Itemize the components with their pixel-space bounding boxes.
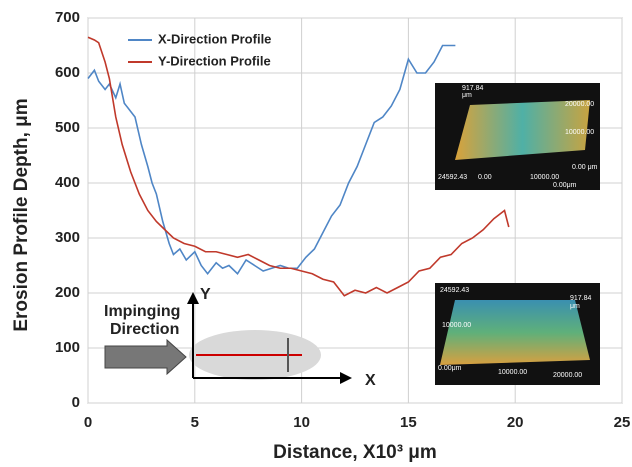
inset-label: 20000.00 xyxy=(553,372,582,379)
inset-label: 917.84 xyxy=(462,85,484,92)
diagram-label: Impinging xyxy=(104,303,180,320)
y-tick-label: 500 xyxy=(55,119,80,136)
data-line xyxy=(87,44,456,276)
y-tick-label: 700 xyxy=(55,9,80,26)
x-tick-label: 20 xyxy=(507,414,524,431)
arrowhead xyxy=(187,292,199,304)
x-axis-label: Distance, X10³ μm xyxy=(273,442,437,463)
diagram-label: X xyxy=(365,372,376,389)
inset-label: 10000.00 xyxy=(498,369,527,376)
diagram-label: Y xyxy=(200,286,211,303)
inset-label: μm xyxy=(462,92,472,99)
inset-label: 24592.43 xyxy=(438,174,467,181)
inset-label: 10000.00 xyxy=(530,174,559,181)
y-tick-label: 100 xyxy=(55,339,80,356)
x-tick-label: 0 xyxy=(84,414,92,431)
y-tick-label: 0 xyxy=(72,394,80,411)
y-tick-label: 300 xyxy=(55,229,80,246)
inset-surface xyxy=(455,100,590,160)
y-tick-label: 200 xyxy=(55,284,80,301)
y-tick-label: 400 xyxy=(55,174,80,191)
inset-label: 24592.43 xyxy=(440,287,469,294)
inset-label: 0.00μm xyxy=(553,182,577,189)
x-tick-label: 25 xyxy=(614,414,631,431)
inset-label: 0.00μm xyxy=(438,365,462,372)
impinging-arrow xyxy=(104,338,187,376)
y-tick-label: 600 xyxy=(55,64,80,81)
x-tick-label: 10 xyxy=(293,414,310,431)
diagram-label: Direction xyxy=(110,321,179,338)
inset-label: 917.84 xyxy=(570,295,592,302)
inset-label: 0.00 xyxy=(478,174,492,181)
legend-label: X-Direction Profile xyxy=(158,31,271,46)
inset-label: 10000.00 xyxy=(442,322,471,329)
legend-label: Y-Direction Profile xyxy=(158,53,271,68)
arrowhead xyxy=(340,372,352,384)
inset-label: μm xyxy=(570,303,580,310)
y-axis-label: Erosion Profile Depth, μm xyxy=(11,98,32,331)
x-tick-label: 15 xyxy=(400,414,417,431)
inset-label: 10000.00 xyxy=(565,129,594,136)
x-tick-label: 5 xyxy=(191,414,199,431)
inset-label: 20000.00 xyxy=(565,101,594,108)
inset-surface xyxy=(440,300,590,365)
data-line xyxy=(87,36,510,297)
inset-label: 0.00 μm xyxy=(572,164,598,171)
